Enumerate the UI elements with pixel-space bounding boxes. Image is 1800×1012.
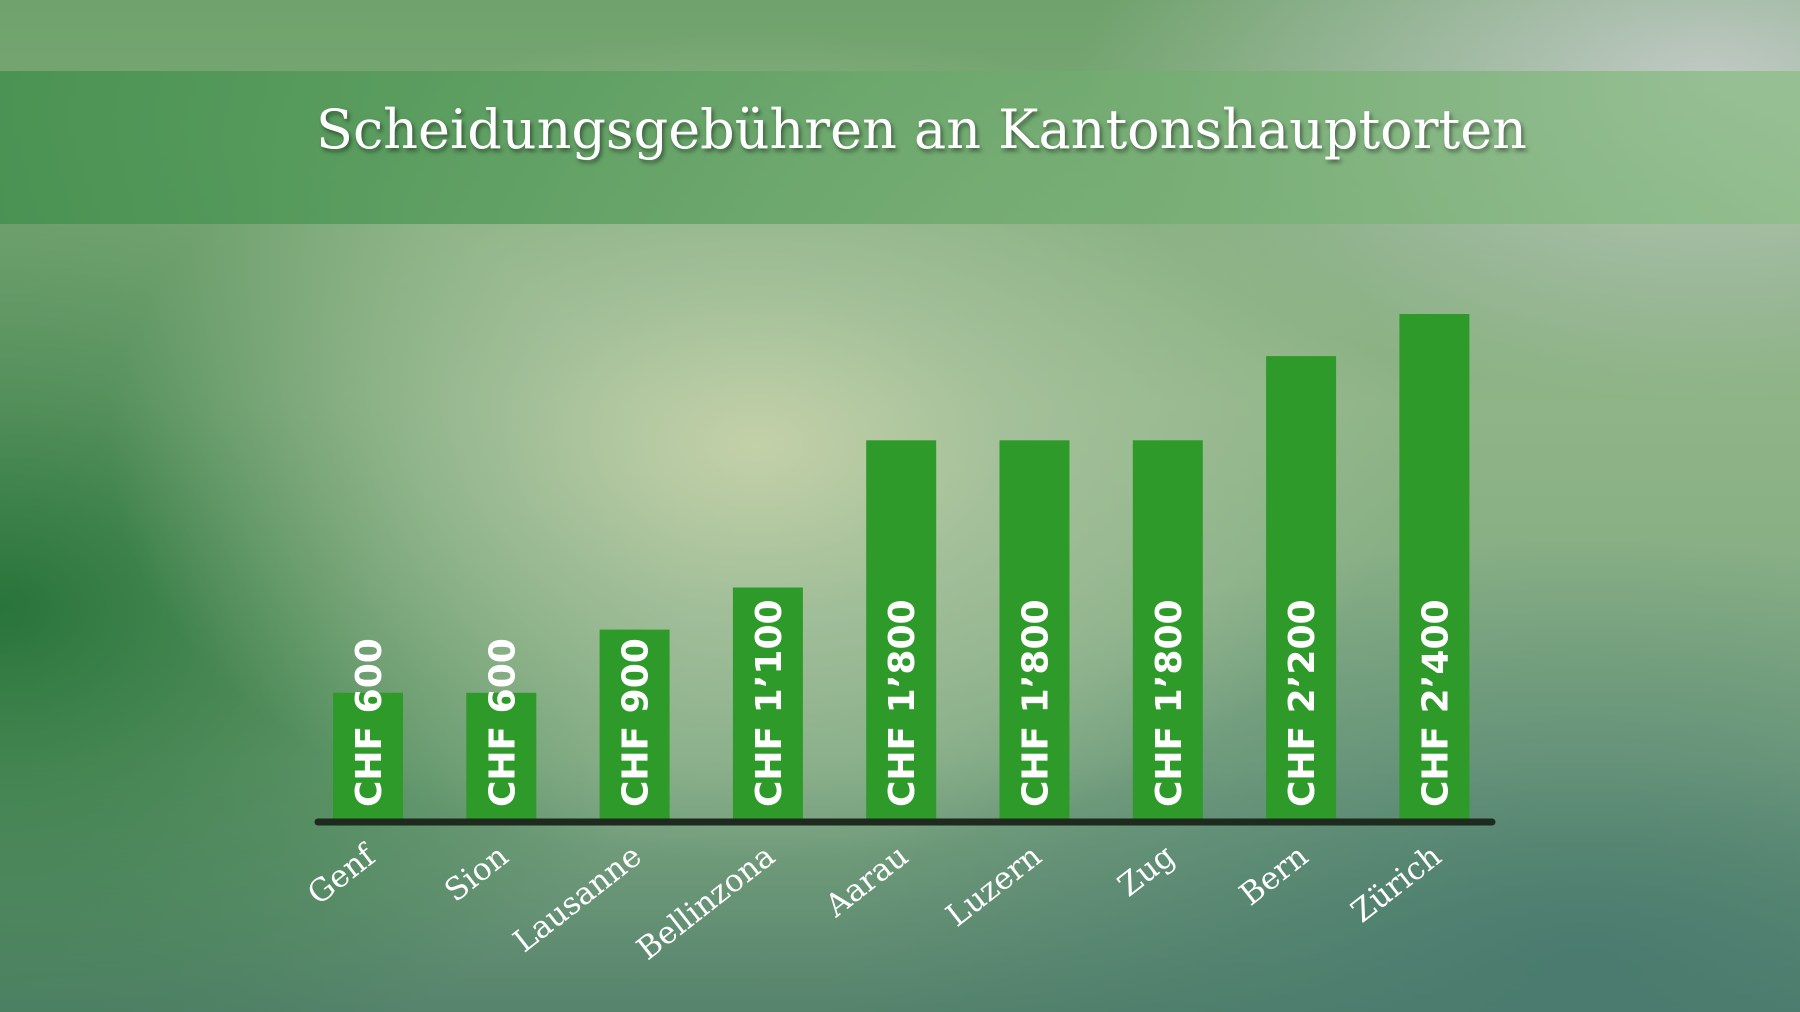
bars-group: CHF 600 CHF 600 CHF 900 CHF 1’100 CHF 1’800 C…: [333, 314, 1470, 820]
data-label-zürich: CHF 2’400: [1415, 599, 1456, 807]
bar-luzern: [999, 440, 1070, 820]
tick-label-sion: Sion: [438, 838, 515, 909]
tick-label-zürich: Zürich: [1345, 838, 1449, 930]
data-label-genf: CHF 600: [349, 638, 390, 807]
tick-label-bellinzona: Bellinzona: [630, 838, 782, 968]
tick-label-luzern: Luzern: [940, 838, 1049, 934]
bar-sion: [466, 692, 537, 820]
bar-genf: [333, 692, 403, 820]
data-label-bern: CHF 2’200: [1282, 599, 1323, 807]
data-label-sion: CHF 600: [482, 638, 523, 807]
data-label-zug: CHF 1’800: [1149, 599, 1190, 807]
tick-label-genf: Genf: [301, 836, 384, 912]
bar-zürich: [1399, 314, 1470, 819]
data-label-luzern: CHF 1’800: [1016, 599, 1057, 807]
data-label-bellinzona: CHF 1’100: [749, 599, 790, 807]
data-label-aarau: CHF 1’800: [882, 599, 923, 807]
title-banner: [0, 71, 1800, 224]
bar-lausanne: [599, 629, 670, 819]
bar-aarau: [866, 440, 937, 820]
bar-bern: [1266, 356, 1337, 819]
tick-label-aarau: Aarau: [818, 838, 915, 925]
tick-label-bern: Bern: [1233, 838, 1315, 913]
bar-bellinzona: [732, 587, 803, 819]
data-label-lausanne: CHF 900: [616, 638, 657, 807]
chart-title: Scheidungsgebühren an Kantonshauptorten: [316, 98, 1527, 161]
tick-label-lausanne: Lausanne: [507, 838, 649, 960]
bar-zug: [1132, 440, 1203, 820]
tick-label-zug: Zug: [1111, 838, 1182, 904]
